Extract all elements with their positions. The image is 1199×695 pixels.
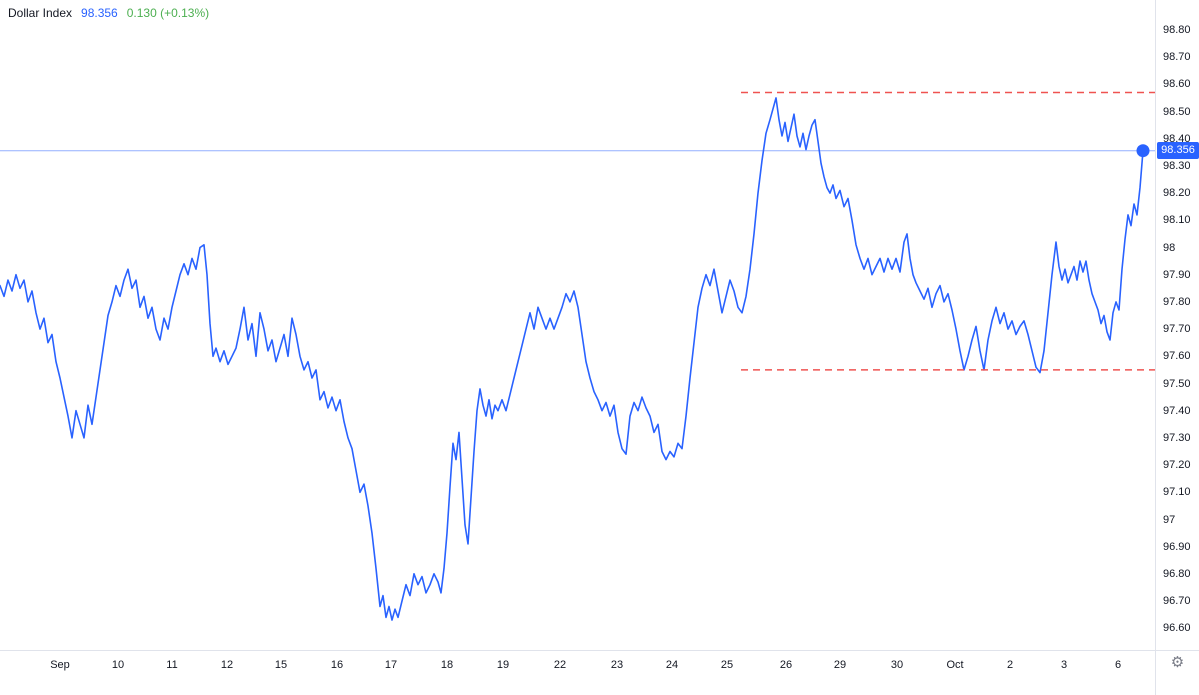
price-tick-label: 97.40: [1163, 404, 1191, 417]
time-tick-label: 6: [1114, 659, 1122, 671]
price-tick-label: 96.70: [1163, 595, 1191, 607]
time-tick-label: Sep: [50, 659, 70, 671]
axis-settings-corner: ⚙: [1155, 650, 1199, 695]
price-tick-label: 97.20: [1163, 459, 1191, 472]
time-tick-label: 30: [890, 659, 904, 671]
price-tick-label: 98.50: [1163, 105, 1191, 118]
current-price-badge: 98.356: [1157, 142, 1199, 160]
time-tick-label: 25: [720, 659, 734, 671]
price-tick-label: 98.70: [1163, 51, 1191, 64]
price-chart[interactable]: [0, 0, 1155, 650]
price-tick-label: 98: [1163, 241, 1176, 254]
price-tick-label: 98.40: [1163, 132, 1191, 145]
time-tick-label: 29: [833, 659, 847, 671]
price-tick-label: 97.90: [1163, 268, 1191, 281]
time-tick-label: 22: [553, 659, 567, 671]
time-axis[interactable]: Sep 10 11 12 15 16 17 18 19 22 23 24 25 26 29 30 Oct 2 3 6: [0, 650, 1155, 695]
price-tick-label: 97.60: [1163, 350, 1191, 363]
price-tick-label: 97.50: [1163, 377, 1191, 390]
price-tick-label: 96.80: [1163, 567, 1191, 580]
price-tick-label: 96.60: [1163, 622, 1191, 635]
time-tick-label: 17: [384, 659, 398, 671]
time-tick-label: 2: [1006, 659, 1014, 671]
time-tick-label: 12: [220, 659, 234, 671]
chart-plot-area[interactable]: Dollar Index 98.356 0.130 (+0.13%): [0, 0, 1155, 650]
price-tick-label: 98.20: [1163, 187, 1191, 200]
time-tick-label: 10: [111, 659, 125, 671]
price-tick-label: 98.60: [1163, 78, 1191, 91]
price-axis[interactable]: 98.356 98.80 98.70 98.60 98.50 98.40 98.30 98.…: [1155, 0, 1199, 650]
price-tick-label: 97.30: [1163, 431, 1191, 444]
time-tick-label: 26: [779, 659, 793, 671]
last-price-value: 98.356: [81, 6, 118, 20]
price-change-value: 0.130 (+0.13%): [126, 6, 210, 20]
time-tick-label: 15: [274, 659, 288, 671]
last-price-dot: [1136, 144, 1150, 158]
price-tick-label: 98.30: [1163, 159, 1191, 172]
price-tick-label: 96.90: [1163, 540, 1191, 553]
price-line[interactable]: [0, 97, 1144, 621]
time-tick-label: 23: [610, 659, 624, 671]
time-tick-label: 24: [665, 659, 679, 671]
time-tick-label: 3: [1060, 659, 1068, 671]
time-tick-label: 19: [496, 659, 510, 671]
price-tick-label: 97.10: [1163, 486, 1191, 499]
symbol-name[interactable]: Dollar Index: [8, 6, 73, 20]
time-tick-label: Oct: [946, 659, 964, 671]
time-tick-label: 18: [440, 659, 454, 671]
time-tick-label: 16: [330, 659, 344, 671]
price-tick-label: 97: [1163, 513, 1176, 526]
price-tick-label: 98.80: [1163, 23, 1191, 36]
gear-icon[interactable]: ⚙: [1170, 654, 1185, 671]
symbol-legend: Dollar Index 98.356 0.130 (+0.13%): [8, 6, 209, 20]
price-tick-label: 97.80: [1163, 295, 1191, 308]
time-tick-label: 11: [166, 659, 178, 671]
price-tick-label: 98.10: [1163, 214, 1191, 227]
price-tick-label: 97.70: [1163, 323, 1191, 336]
